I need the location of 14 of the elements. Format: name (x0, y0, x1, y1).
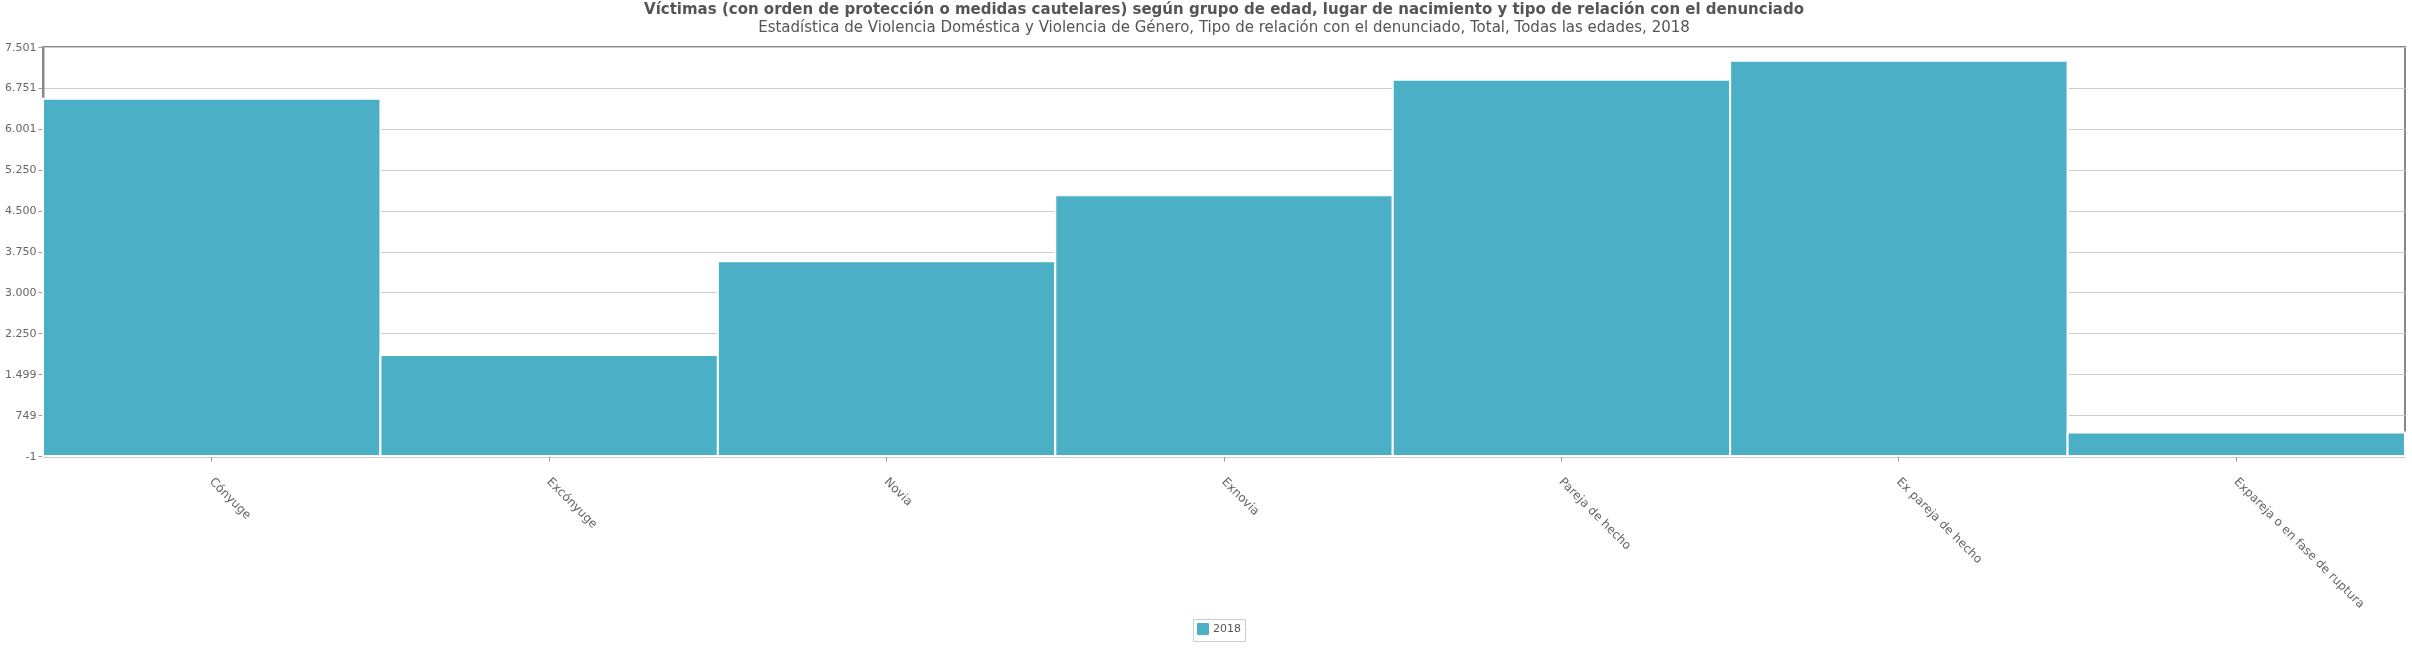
y-tick-label: 7.501 (5, 40, 37, 54)
y-tick-label: 5.250 (5, 163, 37, 177)
chart-title: Víctimas (con orden de protección o medidas cautelares) según grupo de edad, lugar de nacimiento y tipo de relación con el denunciado (644, 0, 1804, 18)
y-tick-label: 1.499 (5, 367, 37, 381)
y-tick-label: -1 (25, 449, 37, 463)
y-tick-label: 3.000 (5, 285, 37, 299)
y-tick-label: 749 (15, 408, 37, 422)
y-tick-label: 6.001 (5, 122, 37, 136)
y-tick-label: 6.751 (5, 81, 37, 95)
text: 2018 (1213, 622, 1241, 635)
y-tick-label: 4.500 (5, 204, 37, 218)
chart-subtitle: Estadística de Violencia Doméstica y Violencia de Género, Tipo de relación con el denunciado, Total, Todas las edades, 2018 (758, 18, 1690, 36)
y-tick-label: 2.250 (5, 326, 37, 340)
y-tick-label: 3.750 (5, 245, 37, 258)
